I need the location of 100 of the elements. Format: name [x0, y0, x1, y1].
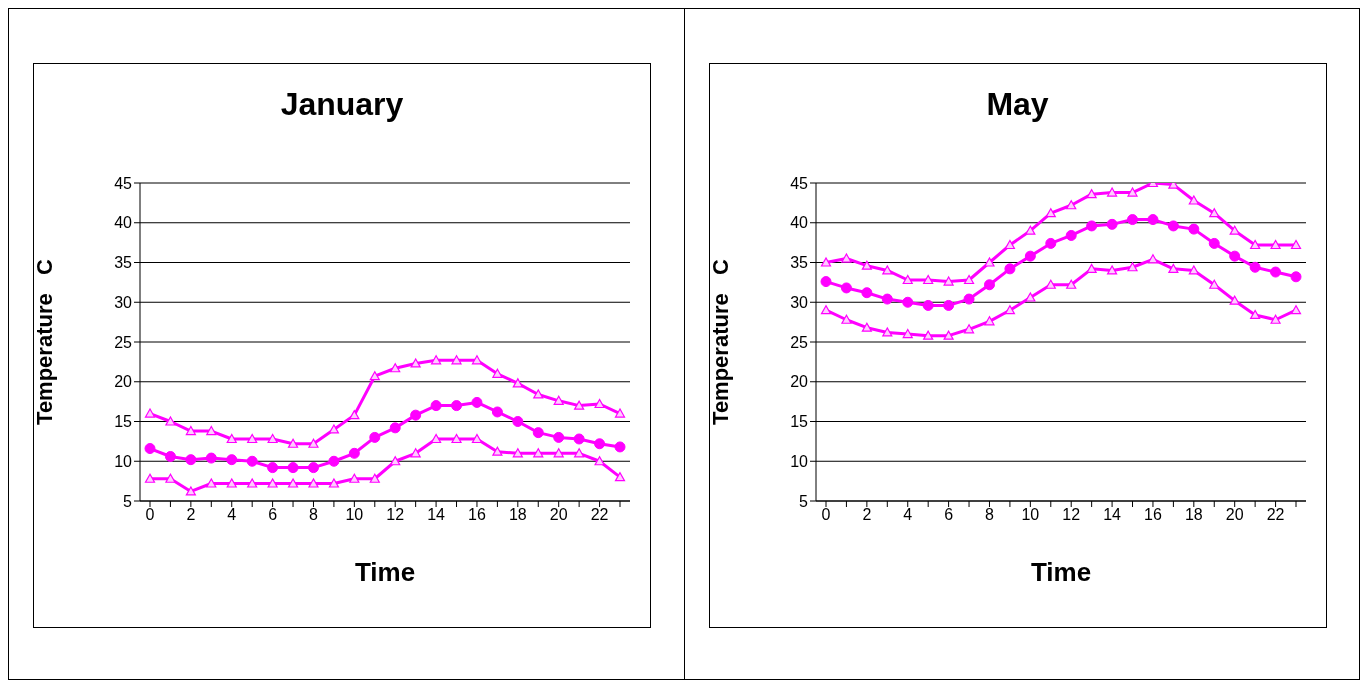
y-tick-label: 35: [114, 254, 133, 272]
point: [840, 314, 852, 324]
point: [840, 282, 852, 294]
point: [614, 472, 626, 482]
point: [533, 389, 544, 399]
point: [532, 427, 544, 439]
point: [247, 478, 258, 488]
point: [390, 456, 401, 466]
point: [1126, 187, 1138, 197]
point: [1269, 314, 1281, 324]
point: [410, 409, 422, 421]
point: [1249, 309, 1260, 320]
point: [902, 274, 913, 285]
point: [1044, 237, 1056, 249]
point: [390, 363, 401, 373]
x-tick-label: 6: [943, 506, 953, 524]
point: [861, 322, 872, 332]
point: [1228, 250, 1240, 262]
x-tick-label: 18: [508, 506, 527, 524]
y-tick-label: 10: [789, 452, 808, 470]
point: [881, 265, 892, 275]
x-tick-label: 22: [590, 506, 609, 524]
point: [881, 293, 893, 305]
point: [226, 454, 238, 466]
point: [573, 433, 585, 445]
point: [410, 448, 421, 458]
point: [451, 433, 462, 444]
point: [491, 406, 503, 418]
point: [1188, 195, 1199, 205]
point: [349, 410, 360, 420]
y-tick-label: 5: [123, 492, 133, 510]
point: [1208, 279, 1219, 289]
x-tick-label: 14: [427, 506, 446, 524]
y-tick-label: 10: [114, 452, 133, 470]
point: [1065, 279, 1076, 289]
point: [348, 447, 360, 459]
y-tick-label: 35: [789, 254, 808, 272]
point: [1004, 305, 1015, 315]
point: [185, 425, 196, 436]
point: [963, 274, 974, 285]
point: [533, 448, 544, 458]
chart-title: May: [985, 86, 1050, 123]
point: [942, 299, 954, 311]
point: [471, 355, 483, 365]
point: [574, 400, 585, 410]
point: [226, 478, 237, 488]
point: [1106, 218, 1118, 230]
point: [983, 316, 995, 326]
point: [553, 431, 565, 443]
point: [820, 257, 831, 267]
point: [328, 478, 340, 488]
point: [594, 438, 606, 450]
x-tick-label: 10: [345, 506, 364, 524]
point: [308, 438, 319, 448]
y-tick-label: 40: [789, 214, 808, 232]
y-tick-label: 15: [114, 413, 133, 431]
point: [451, 355, 462, 365]
point: [144, 408, 156, 418]
x-tick-label: 6: [268, 506, 278, 524]
x-tick-label: 18: [1184, 506, 1203, 524]
point: [1086, 189, 1097, 199]
point: [553, 395, 564, 405]
point: [1290, 239, 1301, 250]
point: [1147, 254, 1158, 264]
point: [492, 368, 503, 378]
x-tick-label: 0: [145, 506, 155, 524]
point: [840, 253, 852, 263]
point: [1085, 220, 1097, 232]
point: [614, 441, 626, 453]
x-tick-label: 0: [821, 506, 831, 524]
point: [861, 260, 872, 270]
point: [267, 478, 278, 488]
point: [389, 422, 401, 434]
point: [1045, 208, 1056, 218]
x-tick-label: 14: [1102, 506, 1121, 524]
point: [144, 443, 156, 455]
point: [963, 324, 974, 334]
point: [1249, 261, 1261, 273]
point: [328, 455, 340, 467]
x-tick-label: 4: [902, 506, 912, 524]
x-tick-label: 2: [186, 506, 196, 524]
point: [1290, 305, 1301, 315]
point: [165, 416, 176, 426]
y-tick-label: 45: [789, 174, 808, 192]
point: [206, 478, 217, 488]
point: [983, 279, 995, 291]
point: [1024, 250, 1036, 262]
y-tick-label: 20: [789, 373, 808, 391]
point: [553, 448, 564, 458]
point: [512, 448, 523, 458]
point: [1187, 223, 1199, 235]
point: [165, 473, 176, 483]
chart-title: January: [279, 86, 405, 123]
x-axis-title: Time: [1030, 557, 1091, 587]
point: [267, 462, 279, 474]
point: [144, 473, 156, 483]
point: [1065, 200, 1076, 210]
point: [594, 398, 605, 409]
y-axis-title: Temperature C: [32, 258, 57, 425]
point: [1249, 239, 1260, 250]
